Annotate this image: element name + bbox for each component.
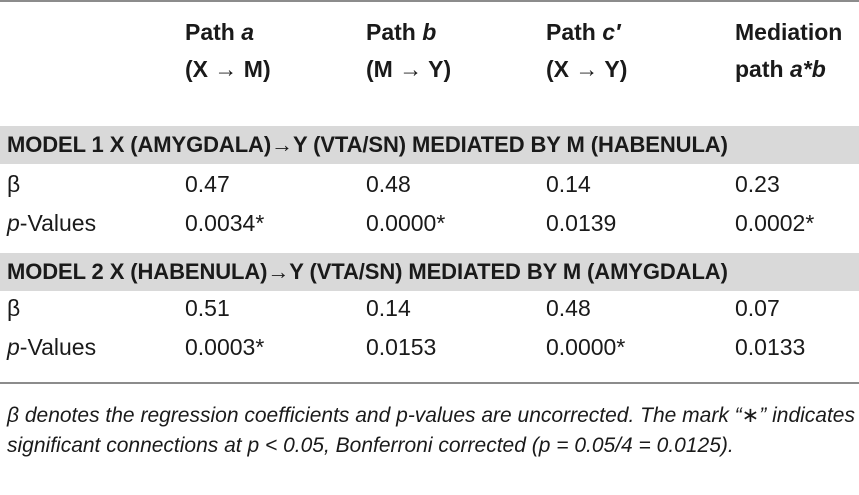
model-2-p-mediation: 0.0133 <box>735 334 806 360</box>
model-2-beta-path-c-prime: 0.48 <box>546 295 591 321</box>
model-1-p-path-a: 0.0034* <box>185 210 265 236</box>
bottom-rule <box>0 382 859 384</box>
model-1-beta-mediation: 0.23 <box>735 171 780 197</box>
model-1-beta-path-b: 0.48 <box>366 171 411 197</box>
header-path-b: Path b (M → Y) <box>366 19 452 82</box>
model-2-p-path-a: 0.0003* <box>185 334 265 360</box>
model-2-p-path-c-prime: 0.0000* <box>546 334 626 360</box>
top-rule <box>0 0 859 2</box>
model-1-header-band: MODEL 1 X (AMYGDALA)→Y (VTA/SN) MEDIATED… <box>0 126 859 164</box>
model-1-beta-path-a: 0.47 <box>185 171 230 197</box>
model-1-p-path-c-prime: 0.0139 <box>546 210 617 236</box>
model-1-beta-label: β <box>7 171 21 197</box>
model-2-p-label: p-Values <box>7 334 97 360</box>
header-path-a: Path a (X → M) <box>185 19 271 82</box>
model-2-beta-label: β <box>7 295 21 321</box>
model-2-beta-path-b: 0.14 <box>366 295 411 321</box>
header-path-c-prime: Path c′ (X → Y) <box>546 19 628 82</box>
model-2-beta-path-a: 0.51 <box>185 295 230 321</box>
model-2-header-band: MODEL 2 X (HABENULA)→Y (VTA/SN) MEDIATED… <box>0 253 859 291</box>
model-1-p-label: p-Values <box>7 210 97 236</box>
header-mediation-path: Mediation path a*b <box>735 19 843 82</box>
model-1-title: MODEL 1 X (AMYGDALA)→Y (VTA/SN) MEDIATED… <box>7 132 728 157</box>
table-footnote: β denotes the regression coefficients an… <box>7 404 855 457</box>
model-2-beta-mediation: 0.07 <box>735 295 780 321</box>
model-2-title: MODEL 2 X (HABENULA)→Y (VTA/SN) MEDIATED… <box>7 259 728 284</box>
model-1-p-path-b: 0.0000* <box>366 210 446 236</box>
model-2-p-path-b: 0.0153 <box>366 334 437 360</box>
model-1-p-mediation: 0.0002* <box>735 210 815 236</box>
model-1-beta-path-c-prime: 0.14 <box>546 171 591 197</box>
